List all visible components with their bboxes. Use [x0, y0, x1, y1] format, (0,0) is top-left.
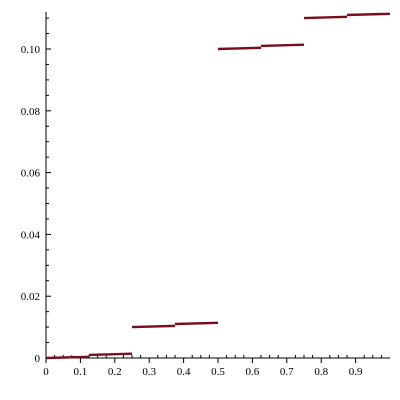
x-tick-label: 0.4: [177, 366, 191, 378]
step-segment: [260, 43, 305, 48]
y-tick-label: 0.08: [21, 106, 41, 118]
step-segment: [174, 321, 219, 326]
y-tick-label: 0.02: [21, 291, 40, 303]
x-tick-label: 0.1: [74, 366, 88, 378]
x-tick-label: 0.8: [314, 366, 328, 378]
step-segment: [346, 12, 391, 17]
x-tick-label: 0.6: [246, 366, 260, 378]
step-segment: [131, 324, 176, 329]
y-tick-label: 0: [35, 353, 41, 365]
y-tick-label: 0.06: [21, 168, 41, 180]
x-tick-label: 0.3: [142, 366, 156, 378]
y-tick-label: 0.10: [21, 44, 41, 56]
x-tick-labels: 0 0.1 0.2 0.3 0.4 0.5 0.6 0.7 0.8 0.9: [43, 366, 363, 378]
step-segment: [88, 352, 133, 357]
x-tick-label: 0.5: [211, 366, 225, 378]
y-tick-label: 0.04: [21, 229, 41, 241]
x-tick-label: 0.7: [280, 366, 294, 378]
step-series: [45, 12, 391, 360]
step-segment: [303, 15, 348, 20]
step-segment: [45, 355, 90, 360]
y-tick-labels: 0 0.02 0.04 0.06 0.08 0.10: [21, 44, 41, 365]
x-tick-label: 0: [43, 366, 49, 378]
chart-axes: [45, 12, 390, 359]
x-tick-label: 0.2: [108, 366, 122, 378]
x-tick-label: 0.9: [349, 366, 363, 378]
step-segment: [217, 46, 262, 51]
chart-ticks: [45, 17, 382, 363]
